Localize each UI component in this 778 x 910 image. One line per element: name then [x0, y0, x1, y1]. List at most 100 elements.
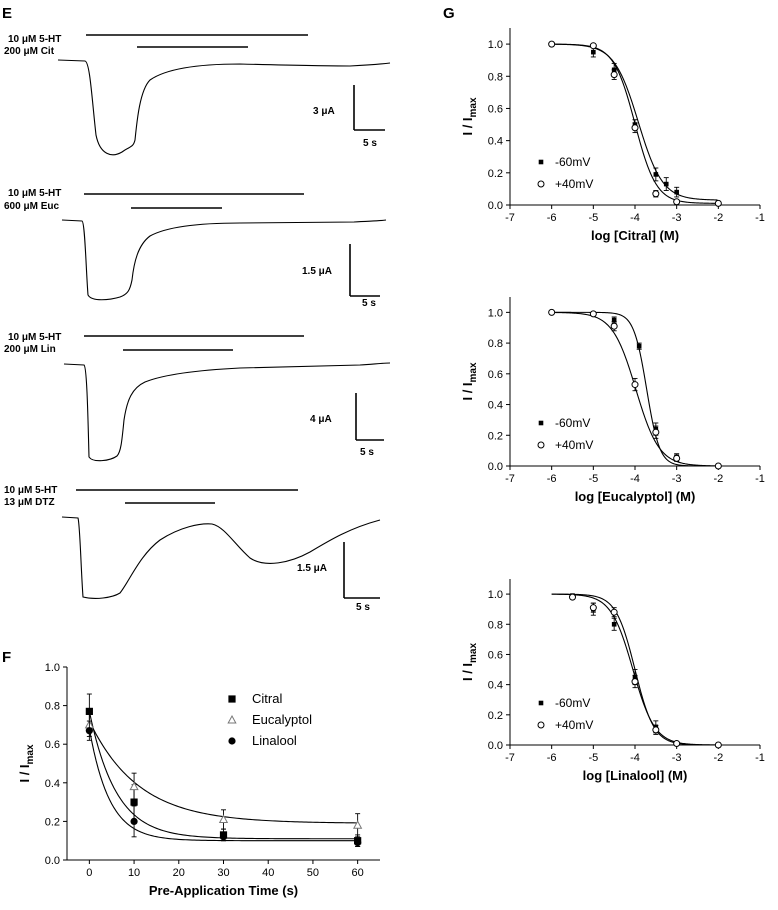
- y-tick-label: 0.6: [488, 649, 503, 661]
- series-40mv: [548, 40, 722, 207]
- fit-curve: [551, 593, 718, 746]
- data-point: [610, 608, 618, 616]
- legend: -60mV +40mV: [537, 155, 593, 191]
- legend-marker: [537, 441, 545, 449]
- y-axis-label: I / Imax: [460, 643, 479, 682]
- data-point: [219, 833, 228, 841]
- x-axis-label: Pre-Application Time (s): [149, 883, 298, 898]
- current-scale-label: 3 μA: [313, 106, 335, 117]
- legend-marker: [538, 700, 544, 706]
- y-tick-label: 0.8: [45, 701, 60, 713]
- data-point: [591, 49, 596, 55]
- x-tick-label: -7: [505, 473, 515, 485]
- trace-group-linalool: 10 μM 5-HT 200 μM Lin 4 μA 5 s: [4, 332, 391, 462]
- x-tick-label: -3: [672, 473, 682, 485]
- y-axis-label-sub: max: [468, 362, 479, 382]
- data-point: [714, 462, 722, 470]
- data-point: [673, 198, 681, 206]
- legend-marker: [228, 695, 236, 703]
- y-tick-label: 0.2: [488, 168, 503, 180]
- current-scale-label: 4 μA: [310, 414, 332, 425]
- x-axis-label: log [Citral] (M): [591, 228, 679, 243]
- legend: -60mV +40mV: [537, 416, 593, 452]
- panel-label-e: E: [2, 5, 12, 22]
- y-axis-label-main: I / I: [17, 764, 32, 782]
- legend-label: -60mV: [555, 416, 590, 430]
- current-scale-label: 1.5 μA: [297, 563, 327, 574]
- linalool-dose-response-plot: -7 -6 -5 -4 -3 -2 -1 0.0 0.2 0.4 0.6 0.8 1.0 log [Lin…: [460, 579, 765, 783]
- y-tick-label: 0.6: [45, 739, 60, 751]
- y-axis-label: I / Imax: [17, 744, 36, 783]
- x-tick-label: -7: [505, 212, 515, 224]
- y-tick-label: 0.2: [488, 430, 503, 442]
- data-point: [636, 343, 642, 349]
- current-trace: [61, 516, 381, 599]
- trace-group-citral: 10 μM 5-HT 200 μM Cit 3 μA 5 s: [4, 34, 391, 156]
- x-tick-label: -2: [713, 752, 723, 764]
- y-tick-label: 1.0: [45, 662, 60, 674]
- series-eucalyptol: [84, 712, 363, 838]
- trace-label-drug: 13 μM DTZ: [4, 497, 55, 508]
- data-point: [548, 308, 556, 316]
- trace-label-drug: 600 μM Euc: [4, 201, 59, 212]
- y-tick-label: 1.0: [488, 589, 503, 601]
- x-tick-label: -5: [588, 473, 598, 485]
- data-point: [714, 199, 722, 207]
- y-tick-label: 0.2: [45, 816, 60, 828]
- data-point: [631, 678, 639, 686]
- data-point: [353, 820, 363, 829]
- y-tick-label: 0.6: [488, 369, 503, 381]
- data-point: [130, 817, 138, 826]
- data-point: [631, 381, 639, 389]
- current-trace: [61, 219, 387, 301]
- legend-marker: [538, 159, 544, 165]
- y-axis-label-main: I / I: [460, 663, 475, 681]
- data-point: [631, 124, 639, 132]
- x-axis-label: log [Eucalyptol] (M): [575, 489, 696, 504]
- x-tick-label: 50: [307, 867, 319, 879]
- y-tick-label: 0.8: [488, 619, 503, 631]
- panel-label-f: F: [2, 649, 11, 666]
- legend-marker: [227, 714, 237, 724]
- x-tick-label: -6: [547, 752, 557, 764]
- data-point: [652, 190, 660, 198]
- data-point: [652, 726, 660, 734]
- fit-curve: [551, 43, 718, 204]
- data-point: [85, 727, 93, 735]
- current-trace: [63, 362, 391, 462]
- legend-label: +40mV: [555, 177, 593, 191]
- data-point: [85, 707, 93, 715]
- citral-dose-response-plot: -7 -6 -5 -4 -3 -2 -1 0.0 0.2 0.4 0.6 0.8 1.0 log [Cit…: [460, 28, 765, 243]
- y-tick-label: 0.0: [488, 200, 503, 212]
- x-tick-label: -6: [547, 473, 557, 485]
- y-axis-label: I / Imax: [460, 362, 479, 401]
- y-tick-label: 0.4: [488, 136, 503, 148]
- time-scale-label: 5 s: [362, 298, 376, 309]
- legend-label: -60mV: [555, 155, 590, 169]
- trace-group-eucalyptol: 10 μM 5-HT 600 μM Euc 1.5 μA 5 s: [4, 188, 387, 309]
- panel-label-g: G: [443, 5, 455, 22]
- x-tick-label: 0: [86, 867, 92, 879]
- x-tick-label: -2: [713, 212, 723, 224]
- x-tick-label: -1: [755, 752, 765, 764]
- trace-label-agonist: 10 μM 5-HT: [8, 188, 61, 199]
- y-tick-label: 0.8: [488, 338, 503, 350]
- x-tick-label: 40: [262, 867, 274, 879]
- data-point: [673, 454, 681, 462]
- data-point: [589, 310, 597, 318]
- data-point: [589, 42, 597, 50]
- data-point: [673, 739, 681, 747]
- legend-marker: [537, 180, 545, 188]
- x-tick-label: -3: [672, 752, 682, 764]
- data-point: [652, 428, 660, 436]
- trace-label-drug: 200 μM Lin: [4, 344, 56, 355]
- data-point: [611, 621, 617, 627]
- x-tick-label: 20: [173, 867, 185, 879]
- legend-marker: [228, 737, 236, 745]
- series-40mv: [548, 308, 722, 470]
- x-tick-label: -1: [755, 473, 765, 485]
- x-tick-label: -2: [713, 473, 723, 485]
- x-axis-label: log [Linalool] (M): [583, 768, 688, 783]
- data-point: [354, 839, 362, 847]
